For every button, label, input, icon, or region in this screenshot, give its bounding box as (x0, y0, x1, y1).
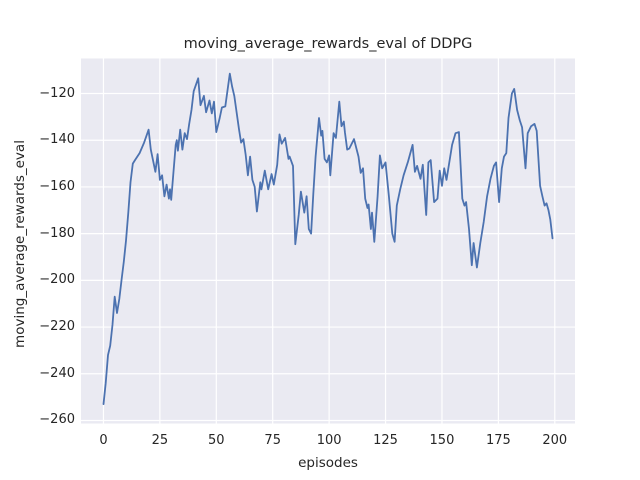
y-tick-label: −120 (39, 85, 75, 101)
x-tick-label: 125 (373, 433, 398, 448)
axes-background (81, 58, 575, 424)
x-tick-label: 200 (542, 433, 568, 448)
x-tick-label: 175 (485, 433, 511, 448)
data-line (102, 72, 554, 406)
x-tick-label: 50 (208, 433, 225, 448)
y-tick-label: −160 (39, 178, 75, 194)
y-tick-label: −260 (39, 412, 75, 428)
x-tick-label: 100 (316, 433, 342, 448)
y-tick-label: −180 (39, 225, 75, 241)
x-axis-label: episodes (298, 455, 358, 471)
y-tick-label: −220 (39, 319, 75, 335)
y-tick-label: −240 (39, 365, 75, 381)
x-tick-label: 25 (151, 433, 169, 448)
y-tick-label: −200 (39, 272, 75, 288)
y-tick-label: −140 (39, 132, 75, 148)
x-tick-label: 0 (99, 433, 108, 448)
x-tick-label: 75 (264, 433, 281, 448)
y-axis-label: moving_average_rewards_eval (12, 140, 28, 348)
x-tick-label: 150 (429, 433, 455, 448)
chart-title: moving_average_rewards_eval of DDPG (183, 36, 473, 52)
